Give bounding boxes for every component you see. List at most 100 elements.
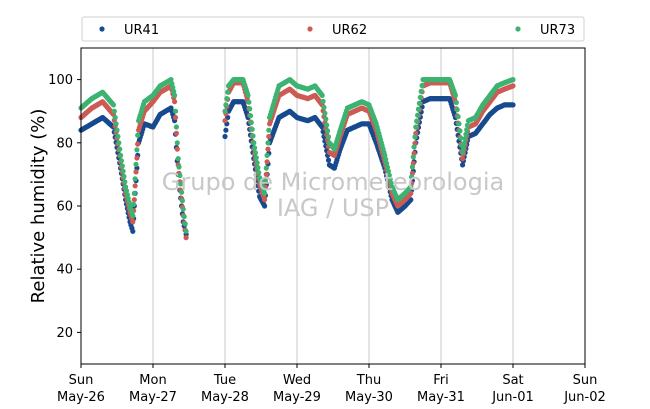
data-point — [415, 106, 422, 112]
data-point — [416, 100, 422, 106]
data-point — [325, 157, 332, 163]
data-point — [418, 88, 424, 94]
x-tick-label-day: Thu — [356, 373, 381, 388]
points-layer — [78, 77, 516, 241]
x-tick-label-date: Jun-02 — [563, 390, 606, 405]
data-point — [132, 176, 138, 182]
data-point — [409, 164, 415, 170]
series-ur73 — [78, 77, 516, 234]
y-tick-label: 80 — [56, 136, 73, 151]
data-point — [462, 136, 468, 142]
data-point — [321, 104, 327, 110]
watermark-line-1: Grupo de Micrometeorologia — [162, 168, 504, 196]
data-point — [415, 112, 421, 118]
data-point — [409, 174, 415, 180]
data-point — [411, 144, 417, 150]
data-point — [413, 124, 419, 130]
data-point — [264, 152, 270, 158]
data-point — [382, 152, 388, 158]
x-tick-label-date: Jun-01 — [491, 390, 534, 405]
data-point — [174, 146, 180, 152]
data-point — [168, 77, 174, 83]
data-point — [117, 146, 123, 152]
data-point — [132, 183, 138, 189]
legend-box — [81, 16, 585, 42]
data-point — [412, 134, 418, 140]
data-point — [222, 108, 228, 114]
data-point — [410, 154, 416, 160]
data-point — [386, 172, 392, 178]
data-point — [118, 158, 124, 164]
watermark: Grupo de Micrometeorologia IAG / USP — [162, 168, 504, 222]
data-point — [181, 213, 187, 220]
x-tick-label-date: May-29 — [273, 390, 321, 405]
y-tick-label: 100 — [48, 73, 73, 88]
data-point — [172, 114, 179, 121]
data-point — [130, 212, 136, 219]
x-tick-label-day: Mon — [139, 373, 166, 388]
x-tick-label-date: May-28 — [201, 390, 249, 405]
data-point — [183, 228, 189, 234]
x-tick-label-day: Fri — [433, 373, 449, 388]
data-point — [223, 127, 229, 133]
data-point — [183, 235, 189, 241]
y-tick-label: 60 — [56, 200, 73, 215]
x-tick-label-date: May-26 — [57, 390, 105, 405]
data-point — [414, 118, 420, 124]
data-point — [179, 189, 185, 195]
x-tick-label-date: May-31 — [417, 390, 465, 405]
data-point — [134, 147, 140, 153]
data-point — [172, 99, 178, 105]
data-point — [135, 132, 141, 138]
data-point — [179, 198, 185, 204]
data-point — [118, 152, 124, 158]
data-point — [131, 201, 137, 207]
data-point — [456, 121, 462, 127]
data-point — [245, 92, 251, 98]
data-point — [419, 82, 425, 89]
data-point — [180, 206, 186, 212]
x-tick-label-day: Tue — [213, 373, 236, 388]
data-point — [262, 190, 268, 196]
data-point — [247, 106, 253, 112]
legend-marker — [99, 26, 105, 32]
data-point — [224, 96, 230, 102]
data-point — [464, 122, 471, 128]
data-point — [454, 107, 460, 113]
data-point — [225, 89, 231, 95]
data-point — [248, 119, 254, 126]
data-point — [115, 133, 121, 140]
data-point — [113, 121, 119, 127]
data-point — [320, 98, 326, 104]
x-tick-label-day: Wed — [283, 373, 311, 388]
data-point — [510, 77, 516, 83]
y-tick-label: 20 — [56, 326, 73, 341]
data-point — [322, 110, 328, 116]
data-point — [172, 108, 179, 114]
legend-label: UR62 — [332, 23, 367, 38]
data-point — [247, 113, 254, 119]
data-point — [256, 170, 262, 176]
data-point — [263, 171, 269, 177]
data-point — [464, 127, 470, 133]
data-point — [170, 84, 176, 91]
data-point — [254, 160, 260, 166]
data-point — [252, 150, 258, 156]
data-point — [325, 128, 331, 134]
data-point — [383, 156, 389, 162]
data-point — [417, 94, 423, 100]
data-point — [110, 102, 116, 108]
data-point — [408, 184, 414, 190]
data-point — [253, 155, 259, 161]
data-point — [460, 145, 466, 151]
data-point — [173, 124, 179, 130]
data-point — [460, 149, 466, 155]
data-point — [452, 92, 458, 98]
data-point — [265, 146, 271, 152]
data-point — [262, 197, 268, 203]
data-point — [133, 169, 139, 175]
data-point — [265, 140, 271, 146]
data-point — [262, 203, 268, 209]
data-point — [120, 168, 126, 174]
